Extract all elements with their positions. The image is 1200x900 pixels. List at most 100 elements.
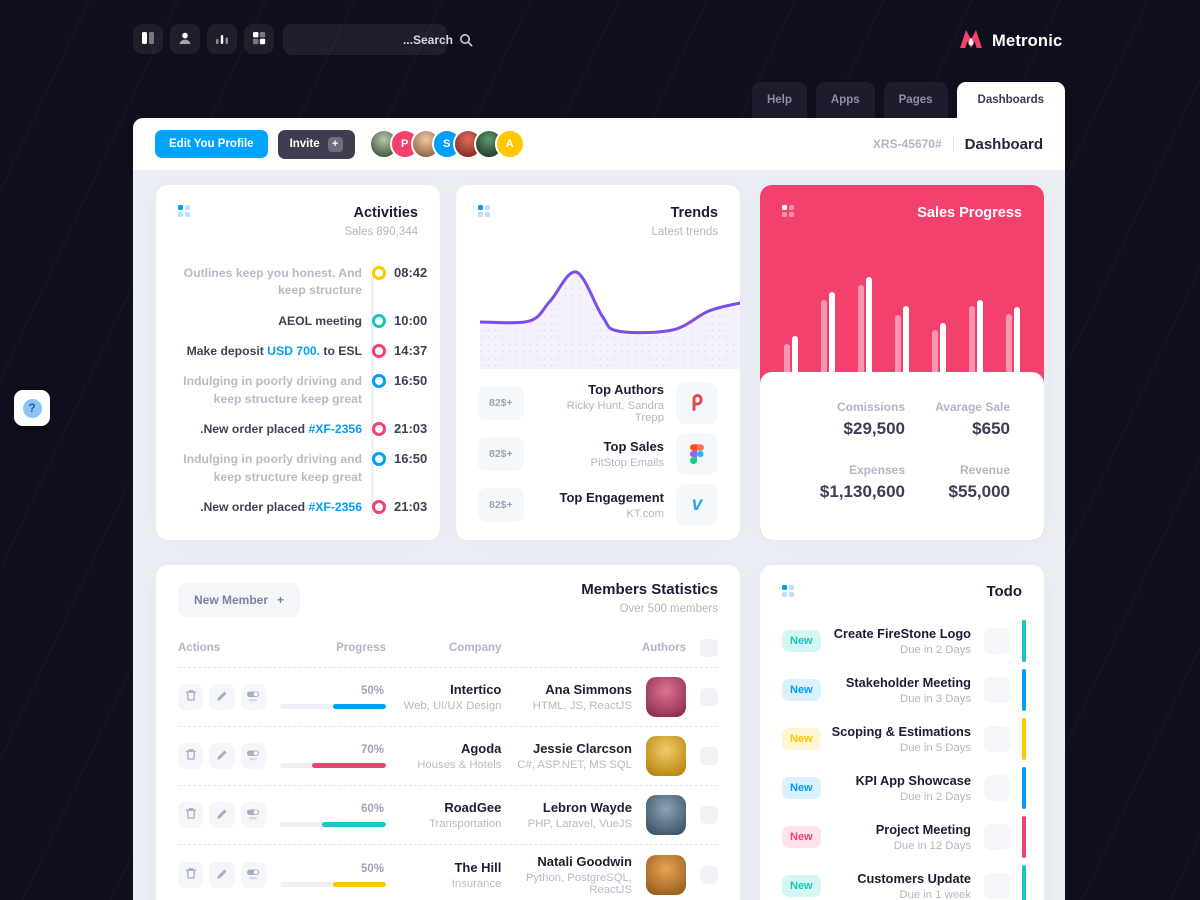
search-input[interactable] xyxy=(283,32,459,47)
author-avatar[interactable] xyxy=(645,795,686,835)
activities-card: Activities Sales 890,344 Outlines keep y… xyxy=(156,185,440,540)
select-all-checkbox[interactable] xyxy=(699,639,718,657)
trend-subtitle: Ricky Hunt, Sandra Trepp xyxy=(566,400,664,424)
switch-icon xyxy=(246,808,260,823)
avatar-initial[interactable]: A xyxy=(494,129,525,159)
tab-apps[interactable]: Apps xyxy=(815,82,875,118)
switch-button[interactable] xyxy=(240,684,266,710)
plus-icon: + xyxy=(277,593,285,607)
metronic-mark-icon xyxy=(958,26,984,57)
pencil-button[interactable] xyxy=(209,684,235,710)
help-floating-button[interactable]: ? xyxy=(14,390,50,426)
trash-icon xyxy=(185,689,197,705)
page-title: Dashboard xyxy=(964,135,1043,153)
todo-checkbox[interactable] xyxy=(984,628,1010,654)
activity-item: Indulging in poorly driving and keep str… xyxy=(178,373,427,408)
trash-button[interactable] xyxy=(178,802,204,828)
progress-cell: 60% xyxy=(280,803,386,827)
row-checkbox[interactable] xyxy=(699,866,718,884)
members-table: Actions Progress Company Authors 50% Inte… xyxy=(178,633,718,900)
todo-item: New Stakeholder Meeting Due in 3 Days xyxy=(782,668,1026,712)
producthunt-icon[interactable] xyxy=(676,382,718,424)
card-title: Trends xyxy=(670,205,718,221)
row-checkbox[interactable] xyxy=(699,806,718,824)
company-name: The Hill xyxy=(454,860,502,875)
pencil-button[interactable] xyxy=(209,862,235,888)
brand-logo[interactable]: Metronic xyxy=(958,26,1062,57)
reference-code: XRS-45670# xyxy=(872,137,942,151)
author-avatar[interactable] xyxy=(645,677,686,717)
progress-cell: 70% xyxy=(280,744,386,768)
activity-item: .New order placed #XF-2356 21:03 xyxy=(178,421,427,438)
bar-group xyxy=(932,322,946,372)
activity-link[interactable]: #XF-2356 xyxy=(308,499,362,514)
layout-columns-button[interactable] xyxy=(133,24,163,54)
plus-icon: + xyxy=(327,136,343,152)
table-row: 50% Intertico Web, UI/UX Design Ana Simmons… xyxy=(178,667,718,726)
bar-chart-button[interactable] xyxy=(207,24,237,54)
bar-group xyxy=(1006,307,1020,372)
search-box xyxy=(283,24,473,55)
user-button[interactable] xyxy=(170,24,200,54)
company-name: RoadGee xyxy=(444,800,502,815)
todo-checkbox[interactable] xyxy=(984,677,1010,703)
todo-checkbox[interactable] xyxy=(984,726,1010,752)
switch-button[interactable] xyxy=(240,743,266,769)
status-badge: New xyxy=(782,679,821,701)
bar-secondary xyxy=(1006,314,1012,372)
todo-item: New KPI App Showcase Due in 2 Days xyxy=(782,766,1026,810)
trend-badge: 82$+ xyxy=(478,488,524,522)
sales-bar-chart xyxy=(784,272,1020,372)
tab-pages[interactable]: Pages xyxy=(883,82,948,118)
topbar-icon-group xyxy=(133,24,274,54)
vimeo-icon[interactable]: v xyxy=(676,484,718,526)
priority-bar xyxy=(1022,865,1026,900)
tab-help[interactable]: Help xyxy=(751,82,807,118)
bar-secondary xyxy=(895,315,901,372)
company-cell: The Hill Insurance xyxy=(400,860,502,890)
switch-button[interactable] xyxy=(240,862,266,888)
trend-badge: 82$+ xyxy=(478,437,524,471)
todo-item: New Scoping & Estimations Due in 5 Days xyxy=(782,717,1026,761)
author-cell: Natali Goodwin Python, PostgreSQL, ReactJ… xyxy=(515,854,632,896)
todo-title-text: Stakeholder Meeting xyxy=(845,675,971,690)
activity-link[interactable]: USD 700. xyxy=(267,343,321,358)
figma-icon[interactable] xyxy=(676,433,718,475)
trash-button[interactable] xyxy=(178,862,204,888)
bar-secondary xyxy=(969,305,975,372)
grid-dots-icon xyxy=(178,205,190,217)
card-subtitle: Sales 890,344 xyxy=(344,226,418,238)
pencil-button[interactable] xyxy=(209,802,235,828)
todo-due: Due in 3 Days xyxy=(900,693,971,705)
row-checkbox[interactable] xyxy=(699,747,718,765)
edit-profile-button[interactable]: Edit You Profile xyxy=(155,130,268,158)
status-badge: New xyxy=(782,826,821,848)
progress-cell: 50% xyxy=(280,863,386,887)
trend-row: 82$+ Top Engagement KT.com v xyxy=(478,484,718,526)
switch-button[interactable] xyxy=(240,802,266,828)
author-avatar[interactable] xyxy=(645,855,686,895)
table-header: Actions Progress Company Authors xyxy=(178,633,718,667)
activity-item: .New order placed #XF-2356 21:03 xyxy=(178,499,427,516)
row-checkbox[interactable] xyxy=(699,688,718,706)
activity-link[interactable]: #XF-2356 xyxy=(308,421,362,436)
activity-item: Make deposit USD 700. to ESL 14:37 xyxy=(178,343,427,360)
activity-text: Make deposit USD 700. to ESL xyxy=(186,343,362,358)
grid-button[interactable] xyxy=(244,24,274,54)
column-progress: Progress xyxy=(336,642,386,654)
trend-subtitle: KT.com xyxy=(626,508,664,520)
tab-dashboards[interactable]: Dashboards xyxy=(956,82,1065,118)
new-member-button[interactable]: New Member + xyxy=(178,583,301,617)
todo-checkbox[interactable] xyxy=(984,873,1010,899)
todo-checkbox[interactable] xyxy=(984,824,1010,850)
author-cell: Jessie Clarcson C#, ASP.NET, MS SQL xyxy=(515,741,632,771)
invite-button[interactable]: Invite + xyxy=(277,129,355,159)
trends-card: Trends Latest trends 82$+ Top Authors Rick… xyxy=(456,185,740,540)
pencil-button[interactable] xyxy=(209,743,235,769)
author-avatar[interactable] xyxy=(645,736,686,776)
todo-checkbox[interactable] xyxy=(984,775,1010,801)
trash-button[interactable] xyxy=(178,684,204,710)
trash-button[interactable] xyxy=(178,743,204,769)
trend-title: Top Engagement xyxy=(559,490,664,505)
bar-chart-icon xyxy=(215,31,229,48)
